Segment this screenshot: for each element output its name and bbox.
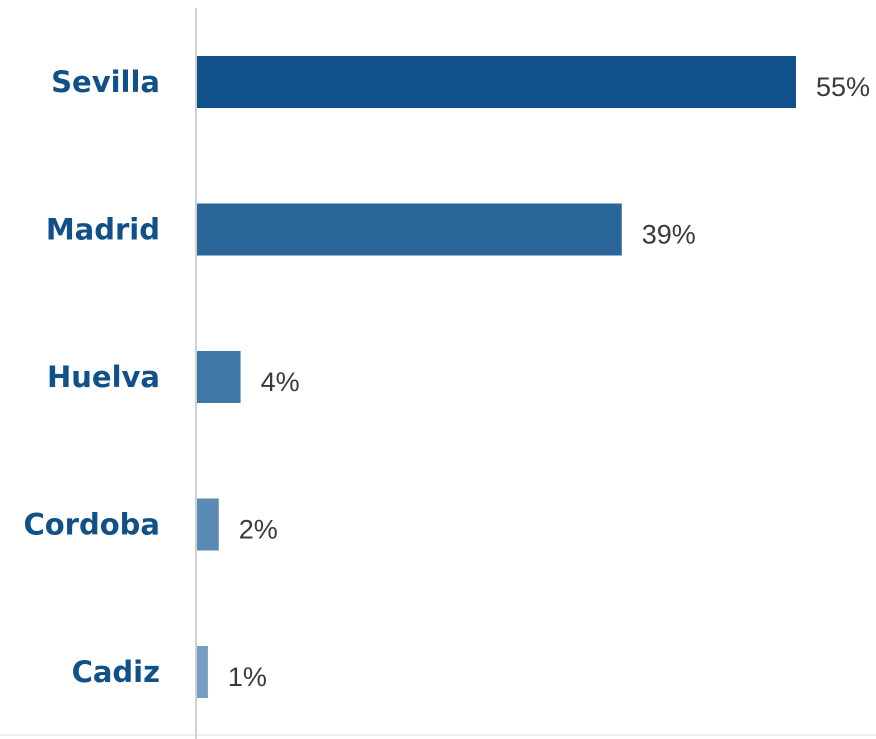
value-label-cordoba: 2% bbox=[239, 515, 278, 545]
value-label-cadiz: 1% bbox=[228, 662, 267, 692]
bar-cadiz bbox=[197, 646, 208, 698]
value-label-madrid: 39% bbox=[642, 220, 696, 250]
category-label-cordoba: Cordoba bbox=[23, 508, 160, 542]
category-label-huelva: Huelva bbox=[47, 360, 160, 394]
bar-madrid bbox=[197, 203, 622, 256]
bar-cordoba bbox=[197, 498, 219, 551]
bar-sevilla bbox=[197, 56, 796, 108]
category-axis-labels: Sevilla Madrid Huelva Cordoba Cadiz bbox=[23, 65, 160, 689]
bar-huelva bbox=[197, 351, 241, 403]
category-label-madrid: Madrid bbox=[46, 213, 160, 247]
value-label-huelva: 4% bbox=[261, 367, 300, 397]
bar-series bbox=[197, 56, 796, 698]
category-label-cadiz: Cadiz bbox=[72, 655, 160, 689]
category-label-sevilla: Sevilla bbox=[51, 65, 160, 99]
value-labels: 55% 39% 4% 2% 1% bbox=[228, 72, 870, 692]
value-label-sevilla: 55% bbox=[816, 72, 870, 102]
